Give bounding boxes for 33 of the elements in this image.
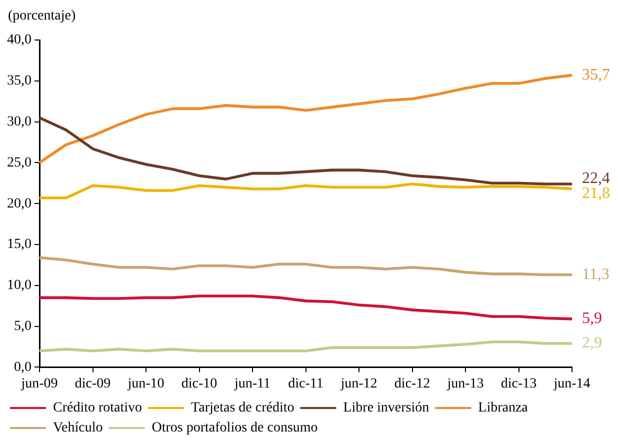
x-tick-label: jun-11 bbox=[233, 376, 271, 392]
y-tick-label: 35,0 bbox=[7, 74, 32, 89]
legend-label: Otros portafolios de consumo bbox=[152, 420, 318, 436]
data-label: 22,4 bbox=[582, 170, 610, 188]
y-axis-title: (porcentaje) bbox=[8, 8, 76, 24]
data-label: 5,9 bbox=[582, 310, 602, 328]
y-tick-label: 40,0 bbox=[7, 32, 32, 48]
x-tick-label: dic-10 bbox=[181, 376, 218, 392]
data-label: 2,9 bbox=[582, 334, 602, 352]
y-tick-label: 15,0 bbox=[7, 237, 32, 252]
y-tick-label: 25,0 bbox=[7, 155, 32, 170]
x-tick-label: jun-14 bbox=[552, 376, 590, 392]
data-label: 35,7 bbox=[582, 66, 610, 84]
data-label: 11,3 bbox=[582, 266, 610, 283]
y-tick-label: 10,0 bbox=[7, 278, 32, 294]
x-tick-label: jun-10 bbox=[126, 376, 164, 392]
x-tick-label: dic-11 bbox=[288, 376, 324, 392]
y-tick-label: 5,0 bbox=[14, 318, 32, 334]
legend-label: Libre inversión bbox=[343, 400, 430, 416]
y-tick-label: 20,0 bbox=[7, 196, 32, 212]
y-tick-label: 30,0 bbox=[7, 114, 32, 130]
legend-label: Crédito rotativo bbox=[53, 400, 142, 416]
x-tick-label: jun-13 bbox=[446, 376, 484, 392]
x-tick-label: dic-09 bbox=[74, 376, 111, 392]
data-label: 21,8 bbox=[582, 185, 610, 202]
x-tick-label: dic-13 bbox=[500, 376, 537, 392]
legend-label: Libranza bbox=[478, 400, 529, 416]
legend-label: Tarjetas de crédito bbox=[191, 400, 294, 416]
legend-label: Vehículo bbox=[53, 420, 103, 436]
x-tick-label: dic-12 bbox=[394, 376, 430, 392]
y-tick-label: 0,0 bbox=[14, 360, 32, 375]
x-tick-label: jun-09 bbox=[20, 376, 58, 392]
x-tick-label: jun-12 bbox=[340, 376, 378, 392]
